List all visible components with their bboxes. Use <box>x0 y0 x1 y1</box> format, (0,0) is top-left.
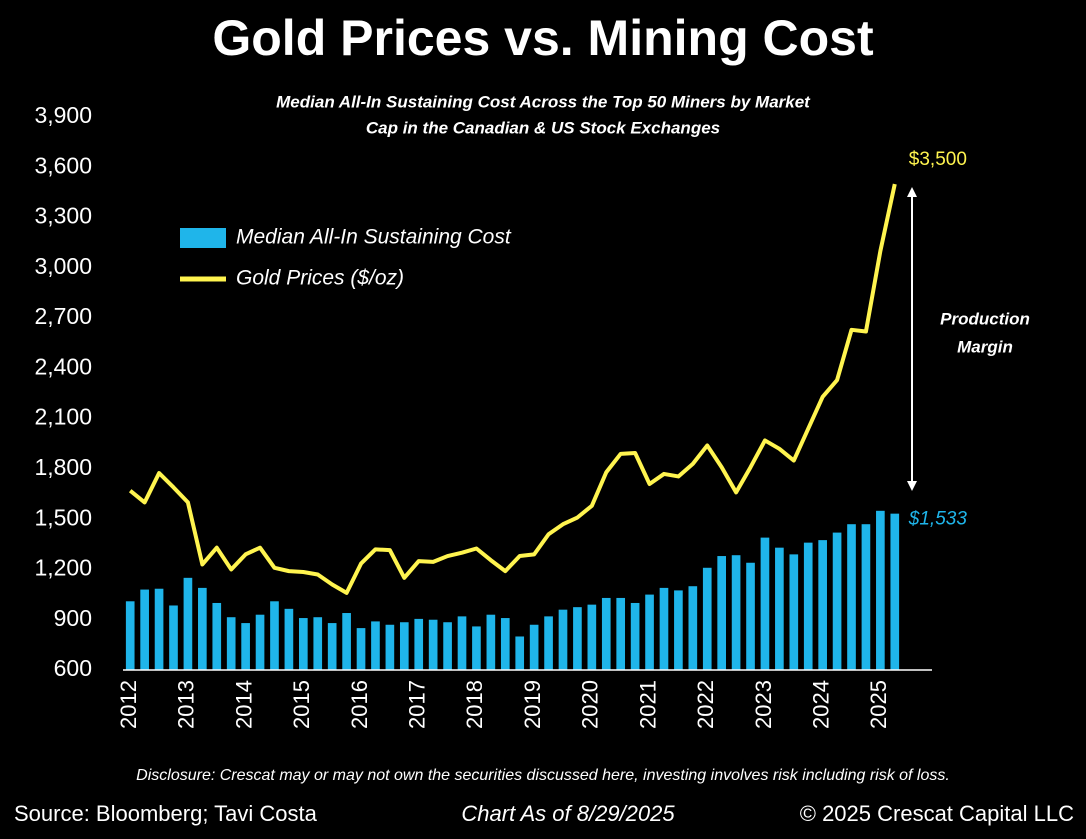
y-tick-label: 3,600 <box>34 152 92 178</box>
bar <box>198 587 207 670</box>
annotation: Production <box>940 309 1030 328</box>
annotation: Margin <box>957 337 1013 356</box>
bar <box>645 594 654 670</box>
bar <box>616 597 626 670</box>
disclosure: Disclosure: Crescat may or may not own t… <box>136 767 950 784</box>
bar <box>414 618 424 670</box>
bar <box>313 617 323 670</box>
chart-subtitle: Cap in the Canadian & US Stock Exchanges <box>366 118 720 137</box>
y-tick-label: 3,300 <box>34 203 92 229</box>
bar <box>399 622 409 670</box>
bar <box>688 586 698 670</box>
bar <box>428 619 438 670</box>
bar <box>876 510 885 670</box>
y-tick-label: 3,000 <box>34 253 92 279</box>
y-tick-label: 2,400 <box>34 353 92 379</box>
y-tick-label: 2,700 <box>34 303 92 329</box>
bar <box>154 588 164 670</box>
legend-label: Median All-In Sustaining Cost <box>236 226 512 249</box>
x-tick-label: 2021 <box>635 680 660 729</box>
x-tick-label: 2013 <box>174 680 199 729</box>
bar <box>212 602 222 670</box>
bar <box>573 607 582 670</box>
value-label: $1,533 <box>908 509 968 530</box>
bar <box>746 562 755 670</box>
bar <box>500 618 510 670</box>
chart-date: Chart As of 8/29/2025 <box>461 801 675 826</box>
bar <box>125 601 135 670</box>
line <box>128 183 897 595</box>
x-tick-label: 2025 <box>866 680 891 729</box>
bar <box>298 618 308 670</box>
bar <box>385 624 395 670</box>
x-tick-label: 2023 <box>751 680 776 729</box>
chart-title: Gold Prices vs. Mining Cost <box>212 10 874 66</box>
chart-subtitle: Median All-In Sustaining Cost Across the… <box>276 92 811 111</box>
x-tick-label: 2018 <box>462 680 487 729</box>
bar <box>775 547 784 670</box>
bar <box>731 555 741 670</box>
bar <box>702 567 712 670</box>
x-tick-label: 2022 <box>693 680 718 729</box>
x-tick-label: 2024 <box>808 680 833 729</box>
legend-label: Gold Prices ($/oz) <box>236 267 404 290</box>
bar <box>270 601 279 670</box>
bar <box>674 590 683 670</box>
bar <box>717 556 727 670</box>
x-tick-label: 2012 <box>116 680 141 729</box>
bar <box>890 513 900 670</box>
bar <box>342 613 351 670</box>
bar <box>327 623 337 670</box>
bar <box>529 624 539 670</box>
bar <box>241 623 250 670</box>
bar <box>789 554 799 670</box>
bar <box>169 605 178 670</box>
bar <box>183 577 193 670</box>
bar <box>558 609 568 670</box>
y-tick-label: 2,100 <box>34 404 92 430</box>
bar <box>457 616 467 670</box>
bar <box>847 524 856 670</box>
value-label: $3,500 <box>909 149 967 170</box>
y-tick-label: 1,500 <box>34 504 92 530</box>
bar <box>818 540 827 670</box>
bar <box>226 617 236 670</box>
bar <box>472 626 481 670</box>
x-tick-label: 2015 <box>289 680 314 729</box>
bar <box>284 608 294 670</box>
bar <box>255 614 265 670</box>
legend-swatch <box>180 228 226 248</box>
x-tick-label: 2019 <box>520 680 545 729</box>
y-tick-label: 900 <box>54 605 92 631</box>
source: Source: Bloomberg; Tavi Costa <box>14 801 318 826</box>
x-tick-label: 2014 <box>231 680 256 729</box>
y-tick-label: 600 <box>54 655 92 681</box>
x-tick-label: 2020 <box>578 680 603 729</box>
y-tick-label: 1,200 <box>34 555 92 581</box>
bar <box>371 621 380 670</box>
bar <box>861 524 871 670</box>
y-tick-label: 1,800 <box>34 454 92 480</box>
bar <box>760 537 770 670</box>
bar <box>832 532 842 670</box>
bar <box>803 542 813 670</box>
bar <box>443 622 452 670</box>
y-tick-label: 3,900 <box>34 102 92 128</box>
copyright: © 2025 Crescat Capital LLC <box>800 801 1074 826</box>
bar <box>515 636 525 670</box>
bar <box>587 604 597 670</box>
bar <box>140 589 149 670</box>
bar <box>630 602 640 670</box>
x-tick-label: 2016 <box>347 680 372 729</box>
x-tick-label: 2017 <box>405 680 430 729</box>
bar <box>601 597 611 670</box>
bar <box>356 628 366 670</box>
bar <box>659 587 669 670</box>
bar <box>486 614 496 670</box>
bar <box>544 616 553 670</box>
